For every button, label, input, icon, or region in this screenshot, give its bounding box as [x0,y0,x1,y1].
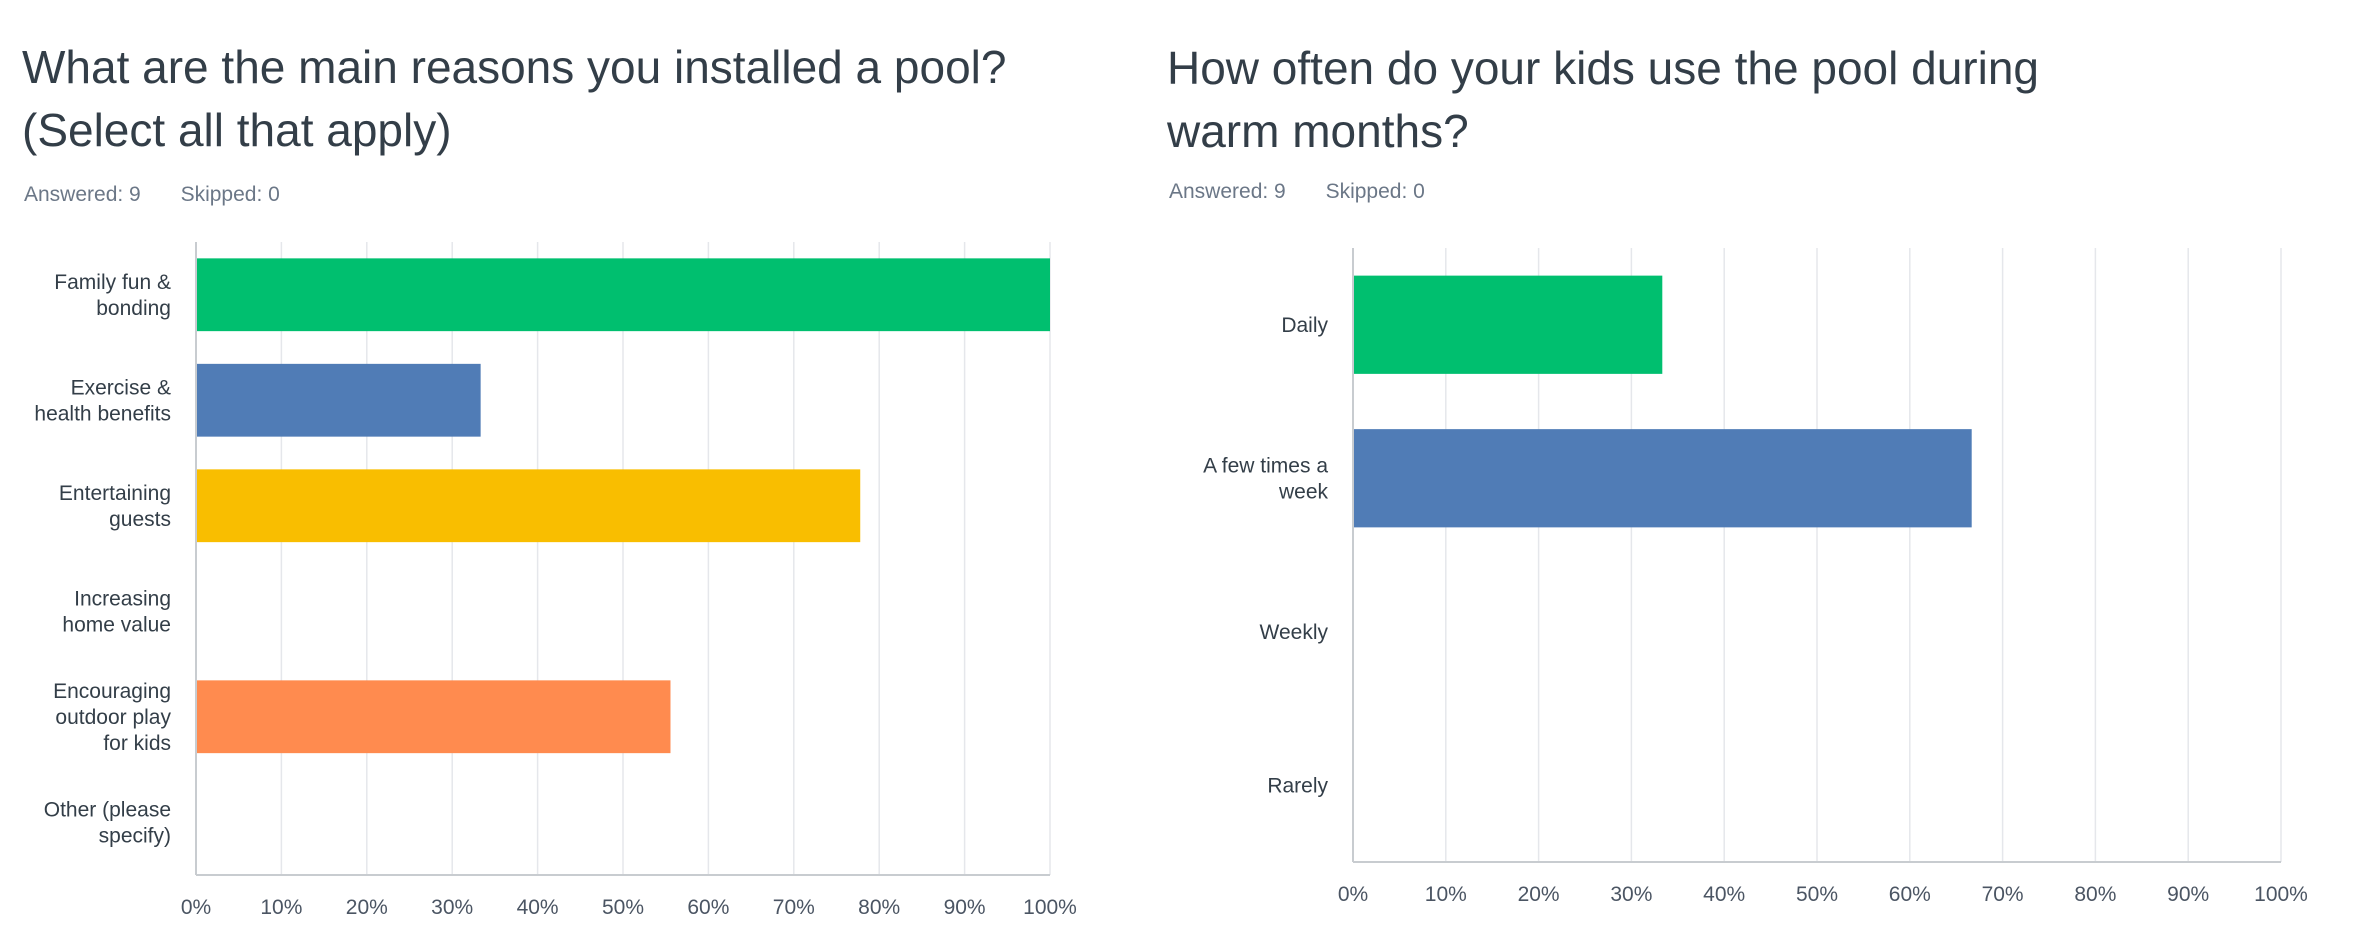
category-label-line: Encouraging [53,680,171,703]
bar[interactable] [197,258,1050,332]
category-label-line: week [1278,480,1329,503]
x-tick-label: 40% [1703,883,1745,906]
category-label-line: bonding [96,297,171,320]
x-tick-label: 80% [858,896,900,919]
chart-panel-frequency: How often do your kids use the pool duri… [1150,0,2358,941]
x-tick-label: 60% [1889,883,1931,906]
x-tick-label: 10% [260,896,302,919]
category-label-line: Daily [1281,314,1328,337]
x-tick-label: 70% [1982,883,2024,906]
category-label-line: home value [62,613,171,636]
category-label: Increasing home value [62,587,171,636]
bar[interactable] [197,680,671,754]
x-tick-label: 10% [1425,883,1467,906]
x-tick-label: 100% [1023,896,1077,919]
category-label-line: Family fun & [54,271,171,294]
bar[interactable] [197,363,481,437]
x-tick-label: 0% [181,896,211,919]
category-label: Encouraging outdoor play for kids [53,680,171,755]
bar[interactable] [197,469,861,543]
x-tick-label: 20% [346,896,388,919]
category-label-line: for kids [103,732,171,755]
category-label: Entertaining guests [59,482,171,531]
bar-chart-reasons: 0% 10% 20% 30% 40% 50% 60% 70% 80% 90% 100% Family … [34,242,1077,919]
category-label-line: guests [109,508,171,531]
x-tick-label: 30% [431,896,473,919]
category-label-line: Weekly [1260,621,1329,644]
category-label-line: health benefits [34,402,171,425]
category-label: Family fun & bonding [54,271,171,320]
x-tick-label: 60% [687,896,729,919]
question-title-line2: warm months? [1167,105,1469,157]
x-tick-label: 20% [1518,883,1560,906]
skipped-count: Skipped: 0 [180,183,280,206]
bar[interactable] [1354,429,1972,528]
category-label-line: Exercise & [71,376,171,399]
category-label: Daily [1281,314,1328,337]
category-label-line: Entertaining [59,482,171,505]
x-tick-label: 70% [773,896,815,919]
category-label-line: A few times a [1203,454,1328,477]
answered-count: Answered: 9 [1169,180,1286,203]
question-title-line1: What are the main reasons you installed … [22,41,1007,93]
category-label: Rarely [1267,774,1328,797]
x-tick-label: 30% [1610,883,1652,906]
x-tick-label: 90% [2167,883,2209,906]
bar-chart-frequency: 0% 10% 20% 30% 40% 50% 60% 70% 80% 90% 100% Daily A … [1203,248,2308,906]
x-tick-label: 0% [1338,883,1368,906]
response-stats: Answered: 9 Skipped: 0 [24,183,280,207]
category-label-line: specify) [99,824,171,847]
category-label: A few times a week [1203,454,1328,503]
category-label-line: Rarely [1267,774,1328,797]
response-stats: Answered: 9 Skipped: 0 [1169,180,1425,204]
category-label: Weekly [1260,621,1329,644]
category-label: Exercise & health benefits [34,376,171,425]
category-label-line: outdoor play [55,706,171,729]
answered-count: Answered: 9 [24,183,141,206]
question-title-line2: (Select all that apply) [22,104,452,156]
category-label: Other (please specify) [44,798,171,847]
x-tick-label: 50% [602,896,644,919]
x-tick-label: 80% [2074,883,2116,906]
bar[interactable] [1354,275,1663,374]
category-label-line: Increasing [74,587,171,610]
category-label-line: Other (please [44,798,171,821]
x-tick-label: 50% [1796,883,1838,906]
x-tick-label: 40% [517,896,559,919]
chart-panel-reasons: What are the main reasons you installed … [0,0,1150,941]
skipped-count: Skipped: 0 [1325,180,1425,203]
x-tick-label: 100% [2254,883,2308,906]
question-title-line1: How often do your kids use the pool duri… [1167,42,2039,94]
question-title: What are the main reasons you installed … [22,36,1006,162]
x-tick-label: 90% [944,896,986,919]
question-title: How often do your kids use the pool duri… [1167,37,2039,163]
